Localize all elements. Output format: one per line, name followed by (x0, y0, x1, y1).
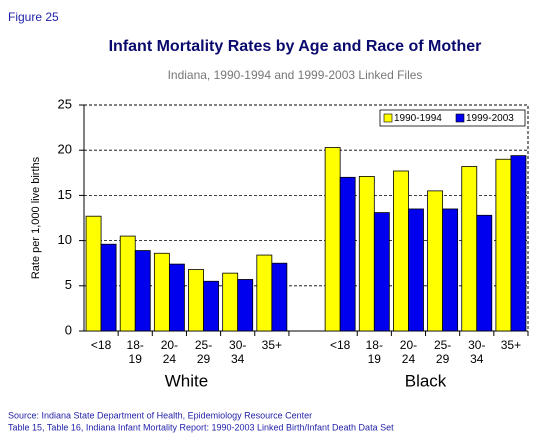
legend-label: 1999-2003 (466, 113, 514, 124)
y-tick-label: 15 (58, 187, 72, 202)
bar (85, 215, 102, 332)
bar (495, 158, 512, 332)
x-tick-label: 18-19 (366, 338, 383, 366)
y-tick-label: 10 (58, 232, 72, 247)
bar (256, 254, 273, 332)
source-line: Source: Indiana State Department of Heal… (8, 410, 312, 420)
bar (373, 212, 390, 332)
x-tick-label: 20-24 (400, 338, 417, 366)
bar (203, 280, 219, 332)
bar (339, 176, 356, 332)
bar (442, 208, 459, 332)
bar (393, 170, 409, 332)
y-tick-label: 20 (58, 142, 72, 157)
bar (119, 235, 136, 332)
y-tick-label: 25 (58, 96, 72, 111)
y-axis-label: Rate per 1,000 live births (30, 156, 42, 279)
y-tick-label: 0 (65, 322, 72, 337)
x-tick-label: 30-34 (229, 338, 246, 366)
x-tick-label: 30-34 (468, 338, 485, 366)
bar (134, 250, 151, 332)
figure-label: Figure 25 (8, 10, 59, 24)
chart-subtitle: Indiana, 1990-1994 and 1999-2003 Linked … (168, 68, 423, 82)
source-line: Table 15, Table 16, Indiana Infant Morta… (8, 422, 394, 432)
legend-label: 1990-1994 (394, 113, 442, 124)
bar (358, 176, 375, 332)
bar (476, 214, 493, 332)
legend-swatch (383, 113, 393, 123)
bar (271, 262, 288, 332)
bar (510, 155, 527, 332)
bar (237, 279, 254, 332)
bar (168, 263, 185, 332)
legend-box (379, 109, 526, 127)
x-tick-label: 25-29 (195, 338, 212, 366)
group-label: Black (405, 371, 447, 390)
bar (461, 166, 478, 332)
y-tick-label: 5 (65, 277, 72, 292)
bar (153, 252, 170, 332)
x-tick-label: 20-24 (161, 338, 178, 366)
legend-swatch (455, 113, 465, 123)
chart-title: Infant Mortality Rates by Age and Race o… (109, 38, 482, 55)
bar (100, 243, 117, 332)
bar (408, 208, 424, 332)
x-tick-label: <18 (91, 338, 112, 352)
x-tick-label: 35+ (501, 338, 521, 352)
bar (188, 269, 204, 332)
x-tick-label: <18 (330, 338, 351, 352)
group-label: White (165, 371, 208, 390)
bar (324, 147, 341, 332)
x-tick-label: 35+ (262, 338, 282, 352)
x-tick-label: 25-29 (434, 338, 451, 366)
x-tick-label: 18-19 (127, 338, 144, 366)
bar (427, 190, 444, 332)
bar (222, 272, 239, 332)
